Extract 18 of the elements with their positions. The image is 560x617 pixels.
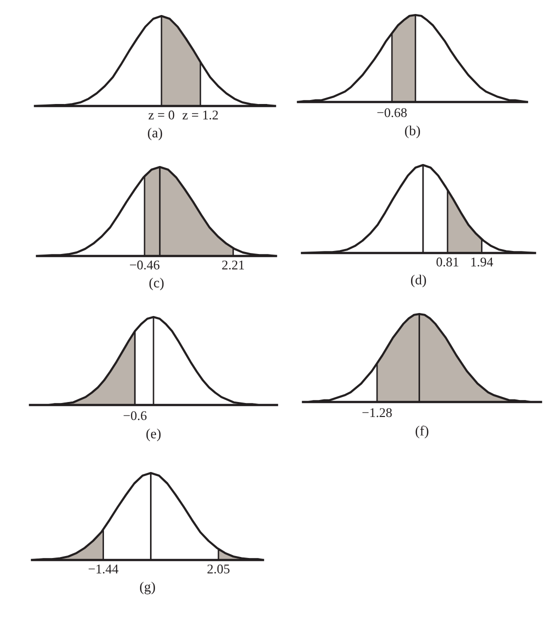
x-tick-label: 2.21 bbox=[222, 260, 244, 270]
x-axis-title: (g) bbox=[140, 582, 155, 594]
x-tick-label: 0.81 bbox=[436, 258, 458, 267]
text: −1.28 bbox=[362, 408, 392, 418]
x-tick-label: −1.44 bbox=[88, 564, 118, 574]
text: −0.68 bbox=[377, 108, 407, 118]
x-tick-label: z = 1.2 bbox=[182, 110, 218, 120]
x-axis-title: (b) bbox=[405, 126, 420, 138]
x-axis-title: (a) bbox=[148, 128, 162, 140]
x-axis-title: (d) bbox=[411, 274, 426, 288]
text: −0.6 bbox=[124, 411, 147, 420]
x-axis-title: (e) bbox=[146, 428, 161, 442]
x-tick-label: z = 0 bbox=[148, 110, 174, 120]
x-tick-label: 1.94 bbox=[471, 258, 494, 267]
x-axis-title: (c) bbox=[149, 278, 164, 290]
x-tick-label: 2.05 bbox=[207, 564, 230, 574]
x-tick-label: −0.46 bbox=[130, 260, 160, 270]
x-axis-title: (f) bbox=[416, 426, 428, 438]
